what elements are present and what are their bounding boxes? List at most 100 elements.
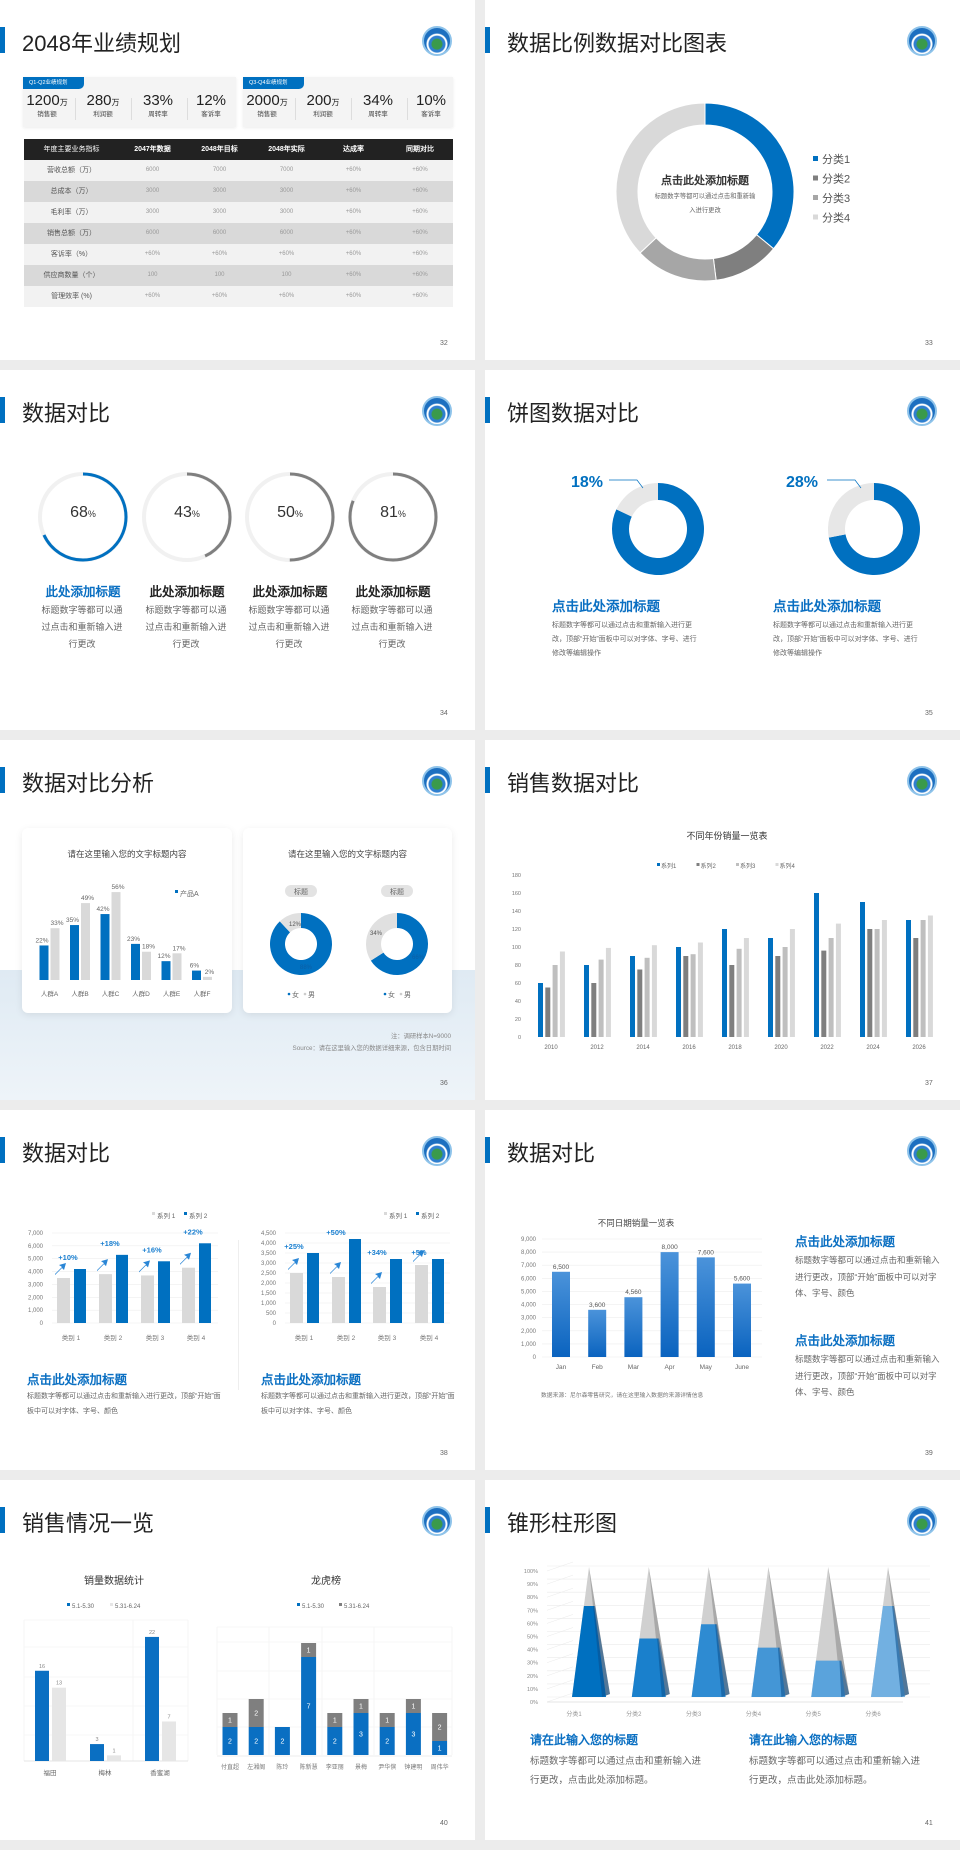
block-heading: 点击此处添加标题 bbox=[795, 1334, 896, 1348]
table-row: 毛利率（万） 3000 3000 3000 +60% +60% bbox=[24, 202, 453, 223]
table-cell: 6000 bbox=[145, 167, 160, 173]
segment-label: 1 bbox=[307, 1648, 311, 1655]
slide-33: 数据比例数据对比图表 33 分类1 分类2 分类3 分类4 点击此处添加标题 标题数字等都可以… bbox=[485, 0, 960, 360]
bar-series-3 bbox=[828, 938, 834, 1037]
y-tick-label: 180 bbox=[512, 873, 521, 879]
stat-label: 销售额 bbox=[37, 111, 57, 118]
x-tick-label: 2026 bbox=[912, 1045, 926, 1051]
bar-series-3 bbox=[736, 948, 742, 1037]
table-cell: 7000 bbox=[279, 167, 294, 173]
bar-series-1 bbox=[584, 965, 589, 1037]
stat-divider bbox=[187, 98, 188, 120]
block-desc: 标题数字等都可以通过点击和重新输入进行更改，顶部“开始”面板中可以对字体、字号、… bbox=[795, 1255, 940, 1299]
y-tick-label: 30% bbox=[527, 1661, 538, 1667]
y-tick-label: 100% bbox=[524, 1569, 538, 1575]
x-tick-label: 类别 1 bbox=[295, 1333, 314, 1342]
y-tick-label: 90% bbox=[527, 1582, 538, 1588]
logo-emblem bbox=[907, 1136, 937, 1166]
bar-series-2 bbox=[729, 965, 735, 1037]
bar-series-2 bbox=[775, 956, 781, 1037]
legend-swatch bbox=[184, 1212, 187, 1215]
slide-title: 数据对比 bbox=[22, 1141, 111, 1166]
bar-series-2 bbox=[432, 1259, 444, 1323]
item-desc: 标题数字等都可以通过点击和重新输入进行更改 bbox=[41, 605, 123, 649]
ring-value: 68% bbox=[53, 504, 113, 522]
title-accent-bar bbox=[0, 1137, 5, 1163]
table-cell: 100 bbox=[281, 272, 292, 278]
y-tick-label: 1,000 bbox=[28, 1308, 44, 1314]
ring-number: 43 bbox=[174, 504, 192, 521]
bar-series-4 bbox=[881, 920, 887, 1037]
y-tick-label: 50% bbox=[527, 1635, 538, 1641]
logo-emblem bbox=[422, 396, 452, 426]
y-tick-label: 3,000 bbox=[28, 1282, 44, 1288]
donut-slice-main bbox=[828, 483, 920, 575]
slide-title: 2048年业绩规划 bbox=[22, 31, 181, 56]
bar-series-4 bbox=[927, 915, 933, 1037]
page-number: 32 bbox=[440, 340, 448, 347]
logo-emblem bbox=[907, 1506, 937, 1536]
bar-series-3 bbox=[782, 947, 788, 1037]
ring-unit: % bbox=[397, 509, 406, 519]
bar-value-label: 8,000 bbox=[661, 1244, 678, 1251]
page-number: 41 bbox=[925, 1820, 933, 1827]
bar-series-2 bbox=[162, 1721, 176, 1761]
segment-label: 3 bbox=[411, 1732, 415, 1739]
logo-emblem bbox=[422, 1506, 452, 1536]
page-number: 34 bbox=[440, 710, 448, 717]
segment-label: 1 bbox=[438, 1746, 442, 1753]
note-text: 注：调研样本N=9000 bbox=[390, 1033, 451, 1040]
x-tick-label: 付直超 bbox=[221, 1763, 239, 1771]
page-number: 38 bbox=[440, 1450, 448, 1457]
slide-title: 锥形柱形图 bbox=[507, 1511, 618, 1536]
cone-remainder-side bbox=[708, 1567, 730, 1697]
x-tick-label: 类别 3 bbox=[378, 1333, 397, 1342]
ring-unit: % bbox=[191, 509, 200, 519]
y-tick-label: 40 bbox=[515, 999, 521, 1005]
legend-swatch bbox=[696, 863, 700, 866]
segment-label: 2 bbox=[228, 1739, 232, 1746]
stacked-bar-series-1 bbox=[327, 1727, 343, 1755]
leader-line bbox=[609, 479, 644, 489]
x-tick-label: 分类6 bbox=[865, 1710, 881, 1718]
bar-series-4 bbox=[835, 923, 841, 1037]
table-cell: +60% bbox=[345, 293, 362, 299]
q1-tag: Q1-Q2业绩规划 bbox=[23, 77, 84, 89]
stacked-bar-series-2 bbox=[432, 1713, 448, 1741]
bar-series-2 bbox=[683, 956, 689, 1037]
page-number: 36 bbox=[440, 1080, 448, 1087]
stacked-bar-series-2 bbox=[379, 1713, 395, 1727]
y-tick-label: 20 bbox=[515, 1017, 521, 1023]
bar-series-1 bbox=[676, 947, 681, 1037]
legend-swatch bbox=[736, 863, 739, 866]
growth-label: +25% bbox=[284, 1242, 304, 1251]
bar-series-2 bbox=[821, 950, 827, 1037]
y-tick-label: 1,000 bbox=[521, 1342, 537, 1348]
y-tick-label: 6,000 bbox=[521, 1276, 537, 1282]
legend-label: 系列 2 bbox=[189, 1211, 208, 1220]
chart-title: 销量数据统计 bbox=[84, 1574, 144, 1587]
x-tick-label: 陈新慧 bbox=[300, 1763, 318, 1771]
y-tick-label: 1,000 bbox=[261, 1301, 277, 1307]
bar-series-3 bbox=[690, 954, 696, 1037]
table-cell: +60% bbox=[412, 293, 428, 299]
stacked-bar-series-1 bbox=[405, 1713, 421, 1755]
x-tick-label: Mar bbox=[628, 1364, 640, 1371]
table-cell: 管理效率 (%) bbox=[51, 293, 92, 300]
table-cell: +60% bbox=[412, 188, 428, 194]
cone-value-side bbox=[657, 1638, 670, 1697]
ring-number: 68 bbox=[70, 504, 88, 521]
stat-label: 销售额 bbox=[257, 111, 277, 118]
segment-label: 2 bbox=[333, 1739, 337, 1746]
slide-title: 数据对比 bbox=[22, 401, 111, 426]
table-cell: +60% bbox=[412, 209, 428, 215]
cone-value bbox=[572, 1606, 606, 1697]
bar-series-2 bbox=[545, 987, 551, 1037]
y-tick-label: 6,000 bbox=[28, 1244, 44, 1250]
x-tick-label: 李亚丽 bbox=[326, 1763, 344, 1771]
table-header-row: 年度主要业务指标 2047年数据 2048年目标 2048年实际 达成率 同期对比 bbox=[24, 139, 453, 160]
stat-item: 2000万 销售额 bbox=[239, 92, 295, 118]
segment-label: 1 bbox=[385, 1718, 389, 1725]
gridline-side bbox=[546, 1692, 574, 1703]
bar bbox=[552, 1271, 570, 1357]
